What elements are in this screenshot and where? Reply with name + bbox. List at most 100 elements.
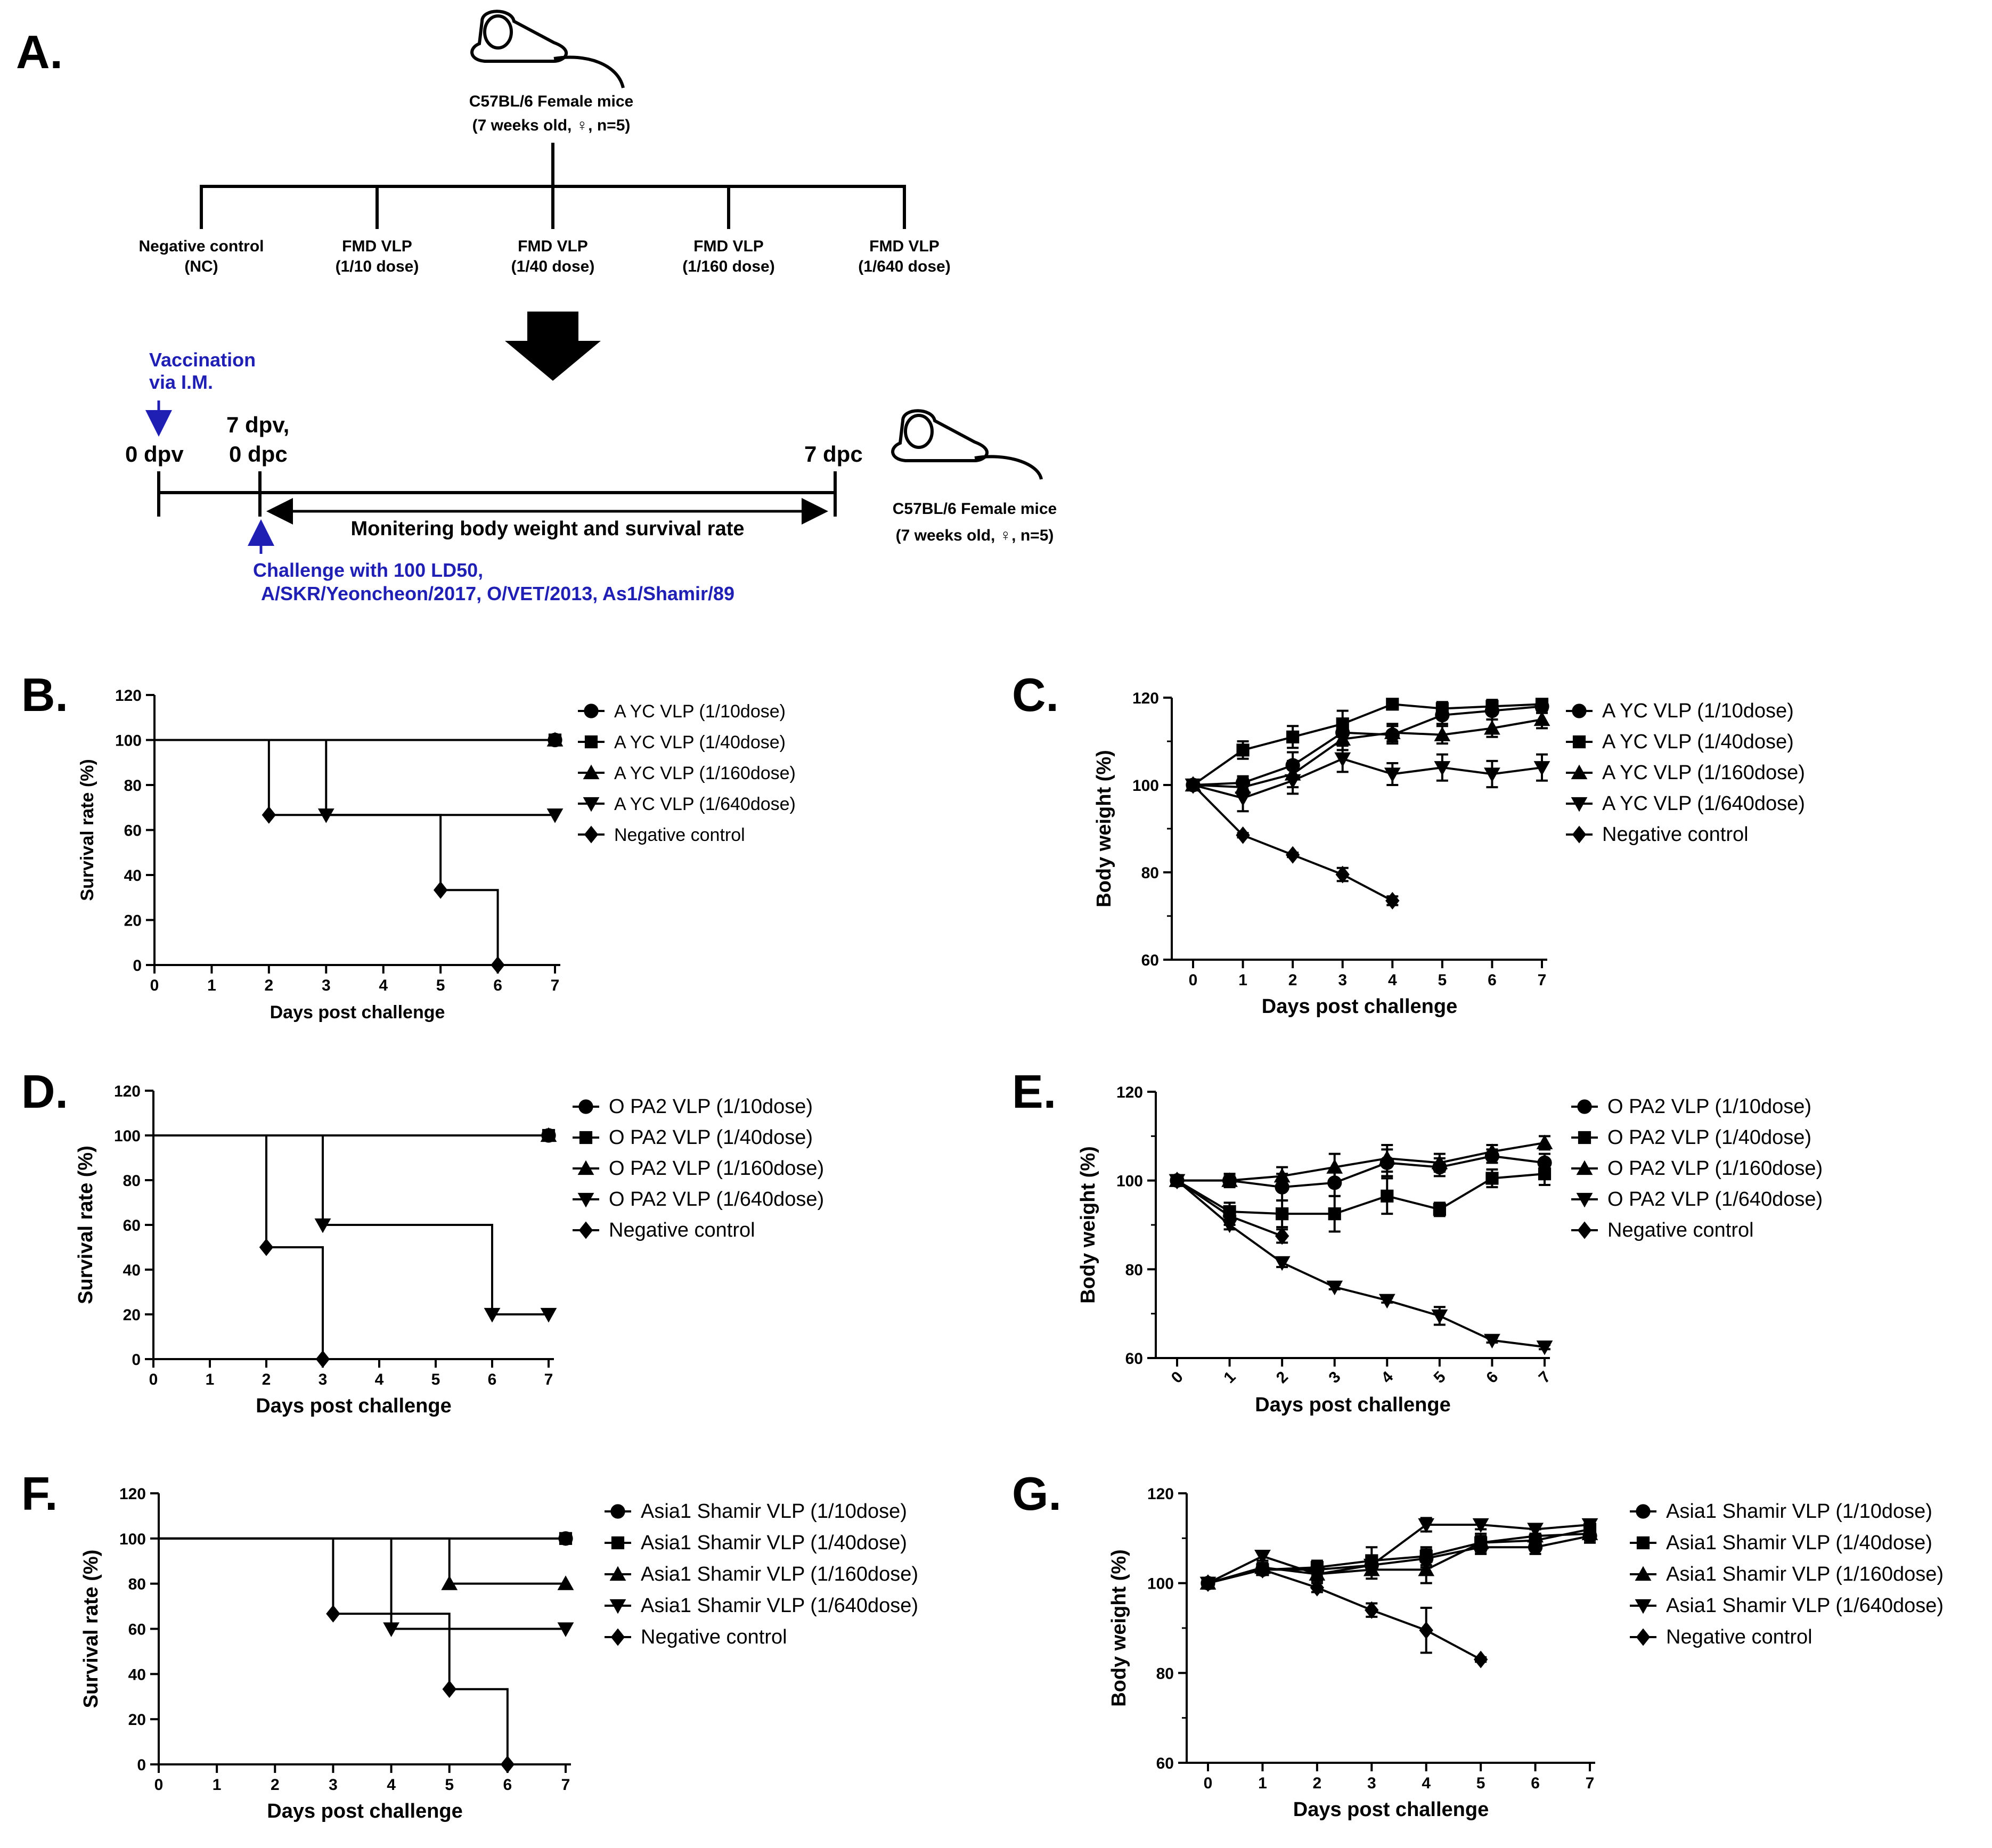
x-tick-label: 7 [561,1776,570,1794]
diamond-marker [1310,1579,1325,1597]
chart-panel-g: G. 60 80 100 120 0 1 2 3 4 5 6 7 Days post challenge B… [1012,1467,1944,1821]
circle-marker [1275,1180,1289,1195]
circle-marker [1577,1099,1592,1114]
triangle-marker [577,1160,594,1175]
series-line [159,1537,509,1764]
y-tick-label: 20 [124,912,142,930]
diamond-marker [1222,1207,1237,1225]
diamond-marker [578,1221,593,1239]
legend-label: O PA2 VLP (1/10dose) [1607,1095,1811,1118]
challenge-line1: Challenge with 100 LD50, [253,559,483,581]
triangle-marker [441,1575,458,1590]
triangle-marker [1472,1534,1489,1549]
legend-label: Asia1 Shamir VLP (1/640dose) [641,1594,918,1617]
square-marker [1386,698,1399,711]
x-tick-label: 5 [436,977,445,994]
x-tick-label: 0 [149,1371,158,1388]
diamond-marker [1285,846,1300,864]
mice-right-line1: C57BL/6 Female mice [893,500,1057,518]
x-tick-label: 6 [1483,1368,1501,1387]
mice-top-line1: C57BL/6 Female mice [469,93,633,110]
x-tick-label: 6 [503,1776,512,1794]
x-tick-label: 5 [1438,971,1447,989]
group-label: (1/640 dose) [858,258,950,275]
group-label: (NC) [184,258,218,275]
triangle-down-marker [1378,1294,1395,1309]
triangle-marker [609,1566,626,1581]
diamond-marker [1335,865,1350,884]
group-label: FMD VLP [518,238,588,255]
x-tick-label: 5 [431,1371,440,1388]
legend-label: Negative control [1602,823,1749,846]
y-tick-label: 120 [114,1083,141,1100]
triangle-marker [557,1575,574,1590]
series-line [1193,705,1542,786]
x-tick-label: 2 [271,1776,280,1794]
legend-label: Negative control [641,1626,787,1648]
x-tick-label: 3 [319,1371,328,1388]
x-tick-label: 5 [445,1776,454,1794]
diamond-marker [1275,1227,1289,1245]
timeline-0dpc: 0 dpc [229,441,288,467]
series-diamond: Negative control [159,1537,787,1773]
diamond-marker [1255,1560,1270,1579]
series-line [1193,718,1542,789]
legend-label: A YC VLP (1/10dose) [1602,700,1794,722]
square-marker [1381,1189,1394,1203]
series-line [1177,1155,1545,1189]
y-tick-label: 80 [1125,1261,1143,1279]
panel-a: A. C57BL/6 Female mice (7 weeks old, ♀, … [16,10,1057,604]
legend-label: Negative control [1607,1219,1754,1241]
y-tick-label: 80 [123,1172,141,1190]
panel-letter: F. [21,1467,58,1520]
mice-top-line2: (7 weeks old, ♀, n=5) [472,117,631,134]
x-tick-label: 7 [1586,1775,1595,1792]
diamond-marker [315,1350,330,1368]
series-diamond: Negative control [1186,776,1749,910]
y-axis-label: Body weight (%) [1093,750,1115,907]
triangle-down-marker [1484,767,1500,782]
x-tick-label: 3 [1338,971,1347,989]
y-tick-label: 40 [123,1262,141,1279]
triangle-down-marker [484,1307,501,1323]
group-label: (1/40 dose) [511,258,595,275]
x-tick-label: 6 [1531,1775,1540,1792]
y-tick-label: 80 [124,777,142,795]
diamond-marker [1201,1574,1215,1592]
y-axis-label: Survival rate (%) [75,1146,97,1304]
series-diamond: Negative control [153,1134,755,1368]
x-tick-label: 3 [322,977,331,994]
triangle-marker [1536,1134,1553,1149]
group-tree [200,143,906,229]
triangle-down-marker [1418,1518,1435,1533]
triangle-down-marker [1635,1599,1652,1614]
y-tick-label: 100 [1132,777,1159,795]
legend-label: Asia1 Shamir VLP (1/160dose) [641,1563,918,1585]
triangle-down-marker [1284,774,1301,789]
y-tick-label: 60 [124,822,142,840]
x-tick-label: 0 [154,1776,164,1794]
triangle-down-marker [1484,1334,1500,1349]
x-tick-label: 4 [379,977,388,994]
square-marker [611,1536,625,1550]
legend-label: A YC VLP (1/160dose) [614,763,796,783]
chart-panel-b: B. 0 20 40 60 80 100 120 0 1 2 3 4 5 6 7 Days post chall… [21,668,796,1023]
x-tick-label: 1 [1258,1775,1267,1792]
x-tick-label: 1 [213,1776,222,1794]
legend-label: A YC VLP (1/640dose) [1602,792,1805,815]
panel-letter: D. [21,1065,68,1118]
y-tick-label: 120 [1132,690,1159,707]
x-axis-label: Days post challenge [1262,995,1457,1018]
triangle-down-marker [1571,797,1588,812]
panel-a-letter: A. [16,26,63,78]
timeline-0dpv: 0 dpv [125,441,184,467]
x-tick-label: 4 [375,1371,384,1388]
series-square: A YC VLP (1/40dose) [1186,698,1794,792]
x-tick-label: 1 [206,1371,215,1388]
diamond-marker [1419,1621,1433,1639]
series-triangle-down: O PA2 VLP (1/640dose) [153,1134,824,1323]
square-marker [1328,1207,1341,1221]
group-label: FMD VLP [342,238,412,255]
x-tick-label: 2 [265,977,274,994]
x-tick-label: 0 [150,977,159,994]
